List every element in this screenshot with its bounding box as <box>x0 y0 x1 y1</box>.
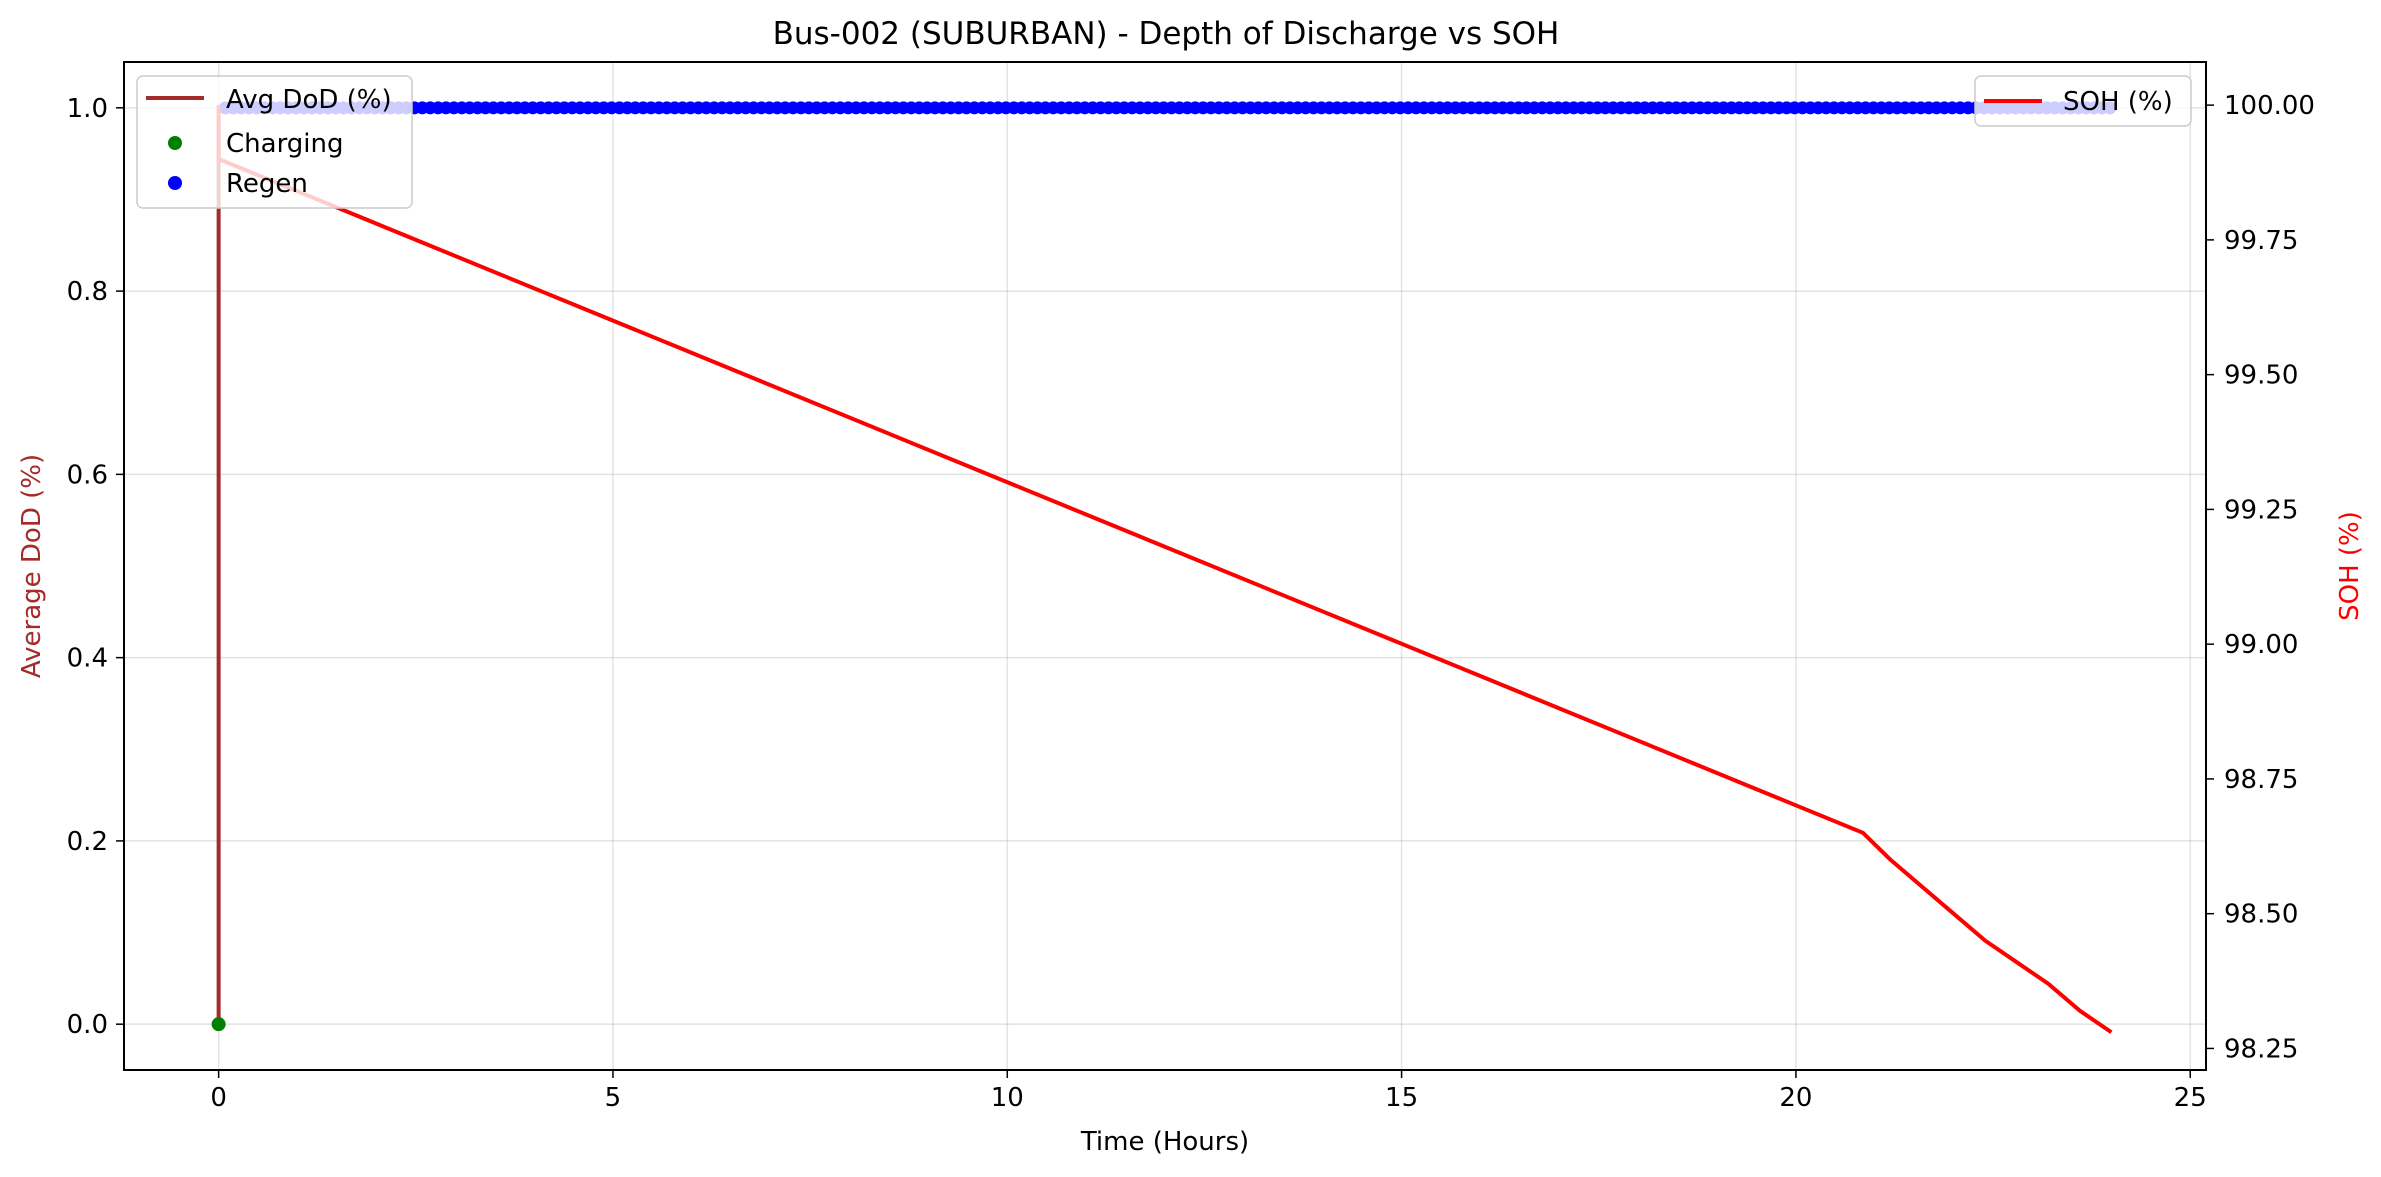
legend-label-avg-dod: Avg DoD (%) <box>226 85 392 115</box>
x-tick-label: 0 <box>210 1083 227 1113</box>
legend-swatch-regen <box>168 176 182 190</box>
charging-point <box>211 1017 226 1032</box>
legend-right: SOH (%) <box>1974 75 2192 127</box>
legend-label-soh: SOH (%) <box>2063 87 2173 117</box>
x-axis-title: Time (Hours) <box>1080 1127 1249 1157</box>
legend-label-regen: Regen <box>226 169 308 199</box>
x-tick-label: 5 <box>605 1083 622 1113</box>
x-tick-label: 20 <box>1779 1083 1812 1113</box>
legend-swatch-charging <box>168 136 182 150</box>
y-right-tick-label: 98.75 <box>2224 765 2298 795</box>
y-right-tick-label: 99.25 <box>2224 495 2298 525</box>
chart-title: Bus-002 (SUBURBAN) - Depth of Discharge … <box>773 16 1560 52</box>
y-right-tick-label: 98.50 <box>2224 900 2298 930</box>
legend-left-box <box>136 75 413 209</box>
y-axis-right-title: SOH (%) <box>2335 511 2365 621</box>
y-axis-left: 0.0 0.2 0.4 0.6 0.8 1.0 <box>67 94 124 1040</box>
y-axis-right: 98.25 98.50 98.75 99.00 99.25 99.50 99.75 100.0… <box>2206 91 2315 1064</box>
y-right-tick-label: 98.25 <box>2224 1034 2298 1064</box>
y-right-tick-label: 100.00 <box>2224 91 2315 121</box>
grid <box>124 62 2206 1070</box>
y-left-tick-label: 0.0 <box>67 1010 108 1040</box>
y-left-tick-label: 1.0 <box>67 94 108 124</box>
legend-left: Avg DoD (%) Charging Regen <box>136 75 413 209</box>
plot-frame <box>123 61 2207 1071</box>
y-left-tick-label: 0.2 <box>67 827 108 857</box>
x-axis: 0 5 10 15 20 25 <box>210 1070 2207 1113</box>
legend-right-box <box>1974 75 2192 127</box>
x-tick-label: 25 <box>2174 1083 2207 1113</box>
y-axis-left-title: Average DoD (%) <box>17 454 47 678</box>
legend-label-charging: Charging <box>226 129 344 159</box>
x-tick-label: 15 <box>1385 1083 1418 1113</box>
y-right-tick-label: 99.50 <box>2224 361 2298 391</box>
series-line-soh <box>216 105 2113 1034</box>
y-left-tick-label: 0.6 <box>67 460 108 490</box>
y-left-tick-label: 0.8 <box>67 277 108 307</box>
y-right-tick-label: 99.75 <box>2224 226 2298 256</box>
x-tick-label: 10 <box>991 1083 1024 1113</box>
y-right-tick-label: 99.00 <box>2224 630 2298 660</box>
y-left-tick-label: 0.4 <box>67 644 108 674</box>
